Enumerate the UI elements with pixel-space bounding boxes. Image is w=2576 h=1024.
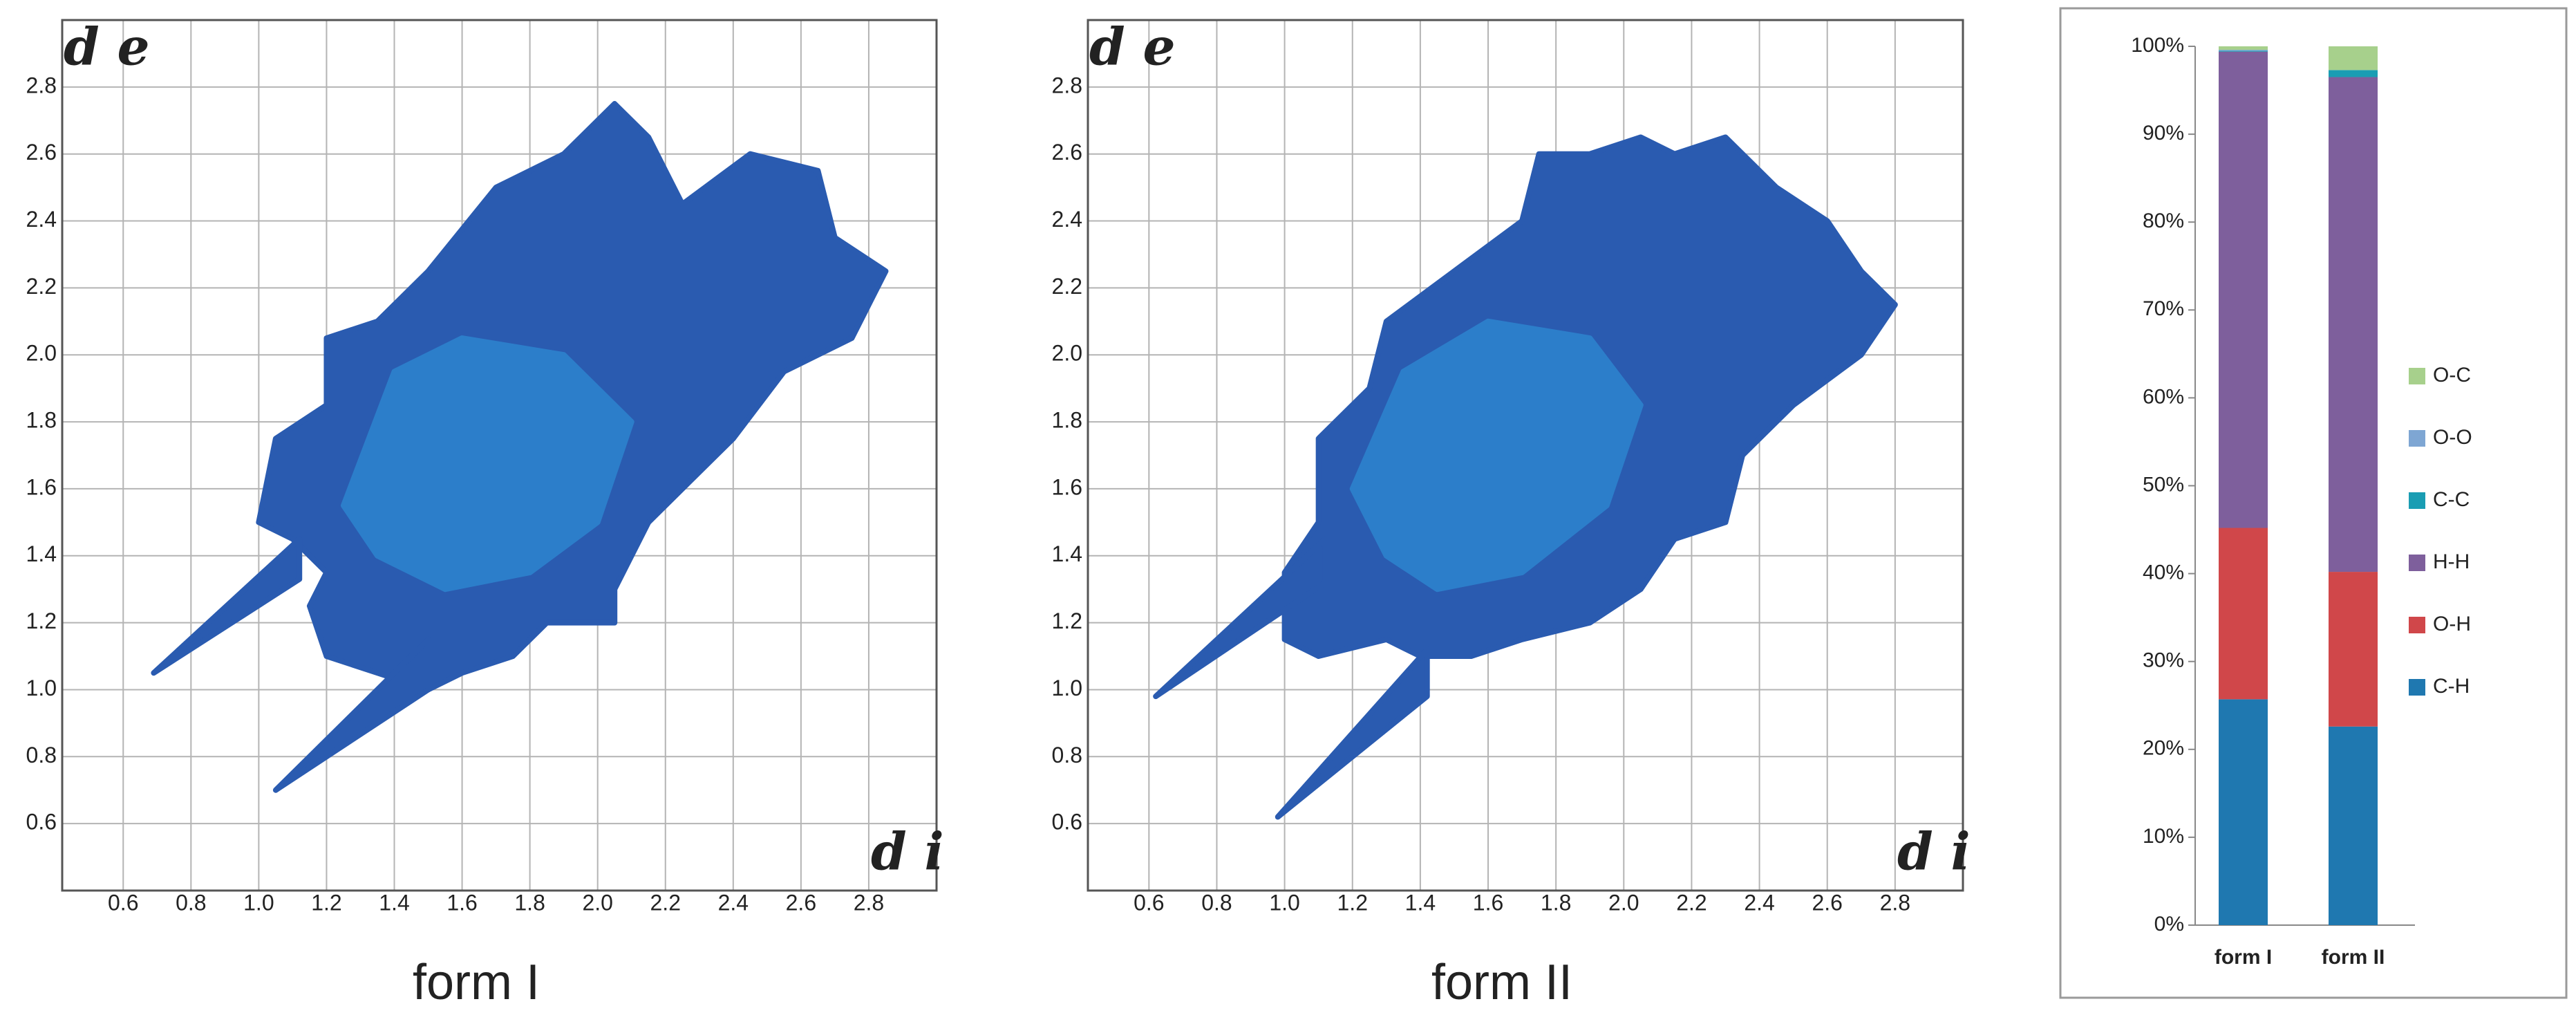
y-tick-label: 2.4 bbox=[26, 207, 57, 232]
x-tick-label: 0.6 bbox=[108, 890, 138, 915]
x-tick-label: 2.6 bbox=[786, 890, 816, 915]
x-tick-label: 2.4 bbox=[718, 890, 749, 915]
x-tick-label: 1.4 bbox=[1405, 890, 1436, 915]
plot-frame bbox=[1087, 19, 1964, 892]
y-tick-label: 1.4 bbox=[1052, 541, 1082, 566]
y-tick-label: 1.0 bbox=[1052, 676, 1082, 700]
x-tick-label: 1.8 bbox=[514, 890, 545, 915]
bar-segment bbox=[2219, 528, 2268, 700]
legend-swatch bbox=[2409, 368, 2425, 384]
x-tick-label: 2.6 bbox=[1812, 890, 1842, 915]
y-tick-label: 1.8 bbox=[26, 408, 57, 433]
y-tick-label: 0.6 bbox=[1052, 810, 1082, 835]
y-tick-label: 0.6 bbox=[26, 810, 57, 835]
bar-segment bbox=[2219, 50, 2268, 52]
y-tick-label: 1.2 bbox=[26, 608, 57, 633]
legend-label: O-O bbox=[2433, 426, 2472, 449]
density-region bbox=[272, 636, 431, 793]
y-tick-label: 2.6 bbox=[1052, 140, 1082, 165]
y-tick-label: 30% bbox=[2143, 649, 2184, 672]
y-tick-label: 100% bbox=[2131, 34, 2184, 57]
y-tick-label: 2.8 bbox=[26, 73, 57, 97]
bar-segment bbox=[2329, 46, 2378, 71]
y-tick-label: 0.8 bbox=[1052, 743, 1082, 767]
y-tick-label: 2.6 bbox=[26, 140, 57, 165]
y-tick-label: 2.2 bbox=[26, 274, 57, 299]
y-tick-label: 0.8 bbox=[26, 743, 57, 767]
x-axis-label: d i bbox=[1897, 823, 1971, 882]
x-tick-label: 1.6 bbox=[446, 890, 477, 915]
x-tick-label: 1.6 bbox=[1473, 890, 1503, 915]
y-tick-label: 1.6 bbox=[1052, 474, 1082, 499]
plot-frame bbox=[61, 19, 938, 892]
bar-segment bbox=[2219, 51, 2268, 528]
y-tick-label: 70% bbox=[2143, 297, 2184, 320]
caption: form I bbox=[413, 955, 540, 1010]
bar-segment bbox=[2219, 46, 2268, 50]
y-tick-label: 1.2 bbox=[1052, 608, 1082, 633]
y-axis-label: d e bbox=[1089, 18, 1176, 77]
y-tick-label: 1.0 bbox=[26, 676, 57, 700]
x-axis-label: d i bbox=[871, 823, 944, 882]
x-tick-label: 1.4 bbox=[379, 890, 409, 915]
y-tick-label: 2.2 bbox=[1052, 274, 1082, 299]
y-tick-label: 1.6 bbox=[26, 474, 57, 499]
x-tick-label: form I bbox=[2215, 946, 2272, 969]
y-tick-label: 2.0 bbox=[26, 341, 57, 366]
y-tick-label: 2.8 bbox=[1052, 73, 1082, 97]
x-tick-label: 0.8 bbox=[176, 890, 206, 915]
legend-swatch bbox=[2409, 555, 2425, 571]
legend-label: C-C bbox=[2433, 488, 2470, 511]
legend-label: H-H bbox=[2433, 550, 2470, 573]
y-tick-label: 90% bbox=[2143, 122, 2184, 145]
bar-segment bbox=[2329, 572, 2378, 727]
legend-label: C-H bbox=[2433, 675, 2470, 698]
density-region bbox=[1349, 318, 1644, 593]
y-tick-label: 50% bbox=[2143, 473, 2184, 496]
y-tick-label: 2.4 bbox=[1052, 207, 1082, 232]
x-tick-label: 0.6 bbox=[1134, 890, 1164, 915]
x-tick-label: 2.4 bbox=[1744, 890, 1774, 915]
x-tick-label: 2.2 bbox=[650, 890, 681, 915]
y-tick-label: 10% bbox=[2143, 825, 2184, 848]
bar-segment bbox=[2329, 726, 2378, 925]
x-tick-label: 2.8 bbox=[854, 890, 884, 915]
y-tick-label: 80% bbox=[2143, 210, 2184, 232]
y-tick-label: 0% bbox=[2154, 913, 2184, 935]
y-tick-label: 1.4 bbox=[26, 541, 57, 566]
bar-segment bbox=[2219, 699, 2268, 925]
bar-segment bbox=[2329, 70, 2378, 77]
bar-segment bbox=[2329, 77, 2378, 572]
legend-swatch bbox=[2409, 430, 2425, 447]
y-tick-label: 40% bbox=[2143, 561, 2184, 584]
legend-label: O-H bbox=[2433, 613, 2471, 635]
y-tick-label: 2.0 bbox=[1052, 341, 1082, 366]
bar-panel-border bbox=[2059, 7, 2568, 999]
legend-swatch bbox=[2409, 679, 2425, 696]
y-tick-label: 60% bbox=[2143, 385, 2184, 408]
y-tick-label: 20% bbox=[2143, 737, 2184, 760]
legend-swatch bbox=[2409, 492, 2425, 509]
x-tick-label: 1.0 bbox=[1269, 890, 1299, 915]
density-region bbox=[151, 536, 303, 676]
x-tick-label: 1.0 bbox=[243, 890, 274, 915]
y-axis-label: d e bbox=[64, 18, 150, 77]
x-tick-label: 1.2 bbox=[1337, 890, 1368, 915]
x-tick-label: 2.0 bbox=[1608, 890, 1639, 915]
caption: form II bbox=[1431, 955, 1572, 1010]
legend-label: O-C bbox=[2433, 364, 2471, 387]
density-region bbox=[1275, 646, 1430, 820]
x-tick-label: 2.0 bbox=[582, 890, 612, 915]
x-tick-label: form II bbox=[2322, 946, 2385, 969]
x-tick-label: 2.2 bbox=[1676, 890, 1707, 915]
density-region bbox=[340, 335, 634, 593]
x-tick-label: 1.8 bbox=[1541, 890, 1571, 915]
density-region bbox=[1153, 536, 1328, 700]
legend-swatch bbox=[2409, 617, 2425, 633]
x-tick-label: 1.2 bbox=[311, 890, 341, 915]
x-tick-label: 2.8 bbox=[1880, 890, 1910, 915]
y-tick-label: 1.8 bbox=[1052, 408, 1082, 433]
x-tick-label: 0.8 bbox=[1201, 890, 1232, 915]
